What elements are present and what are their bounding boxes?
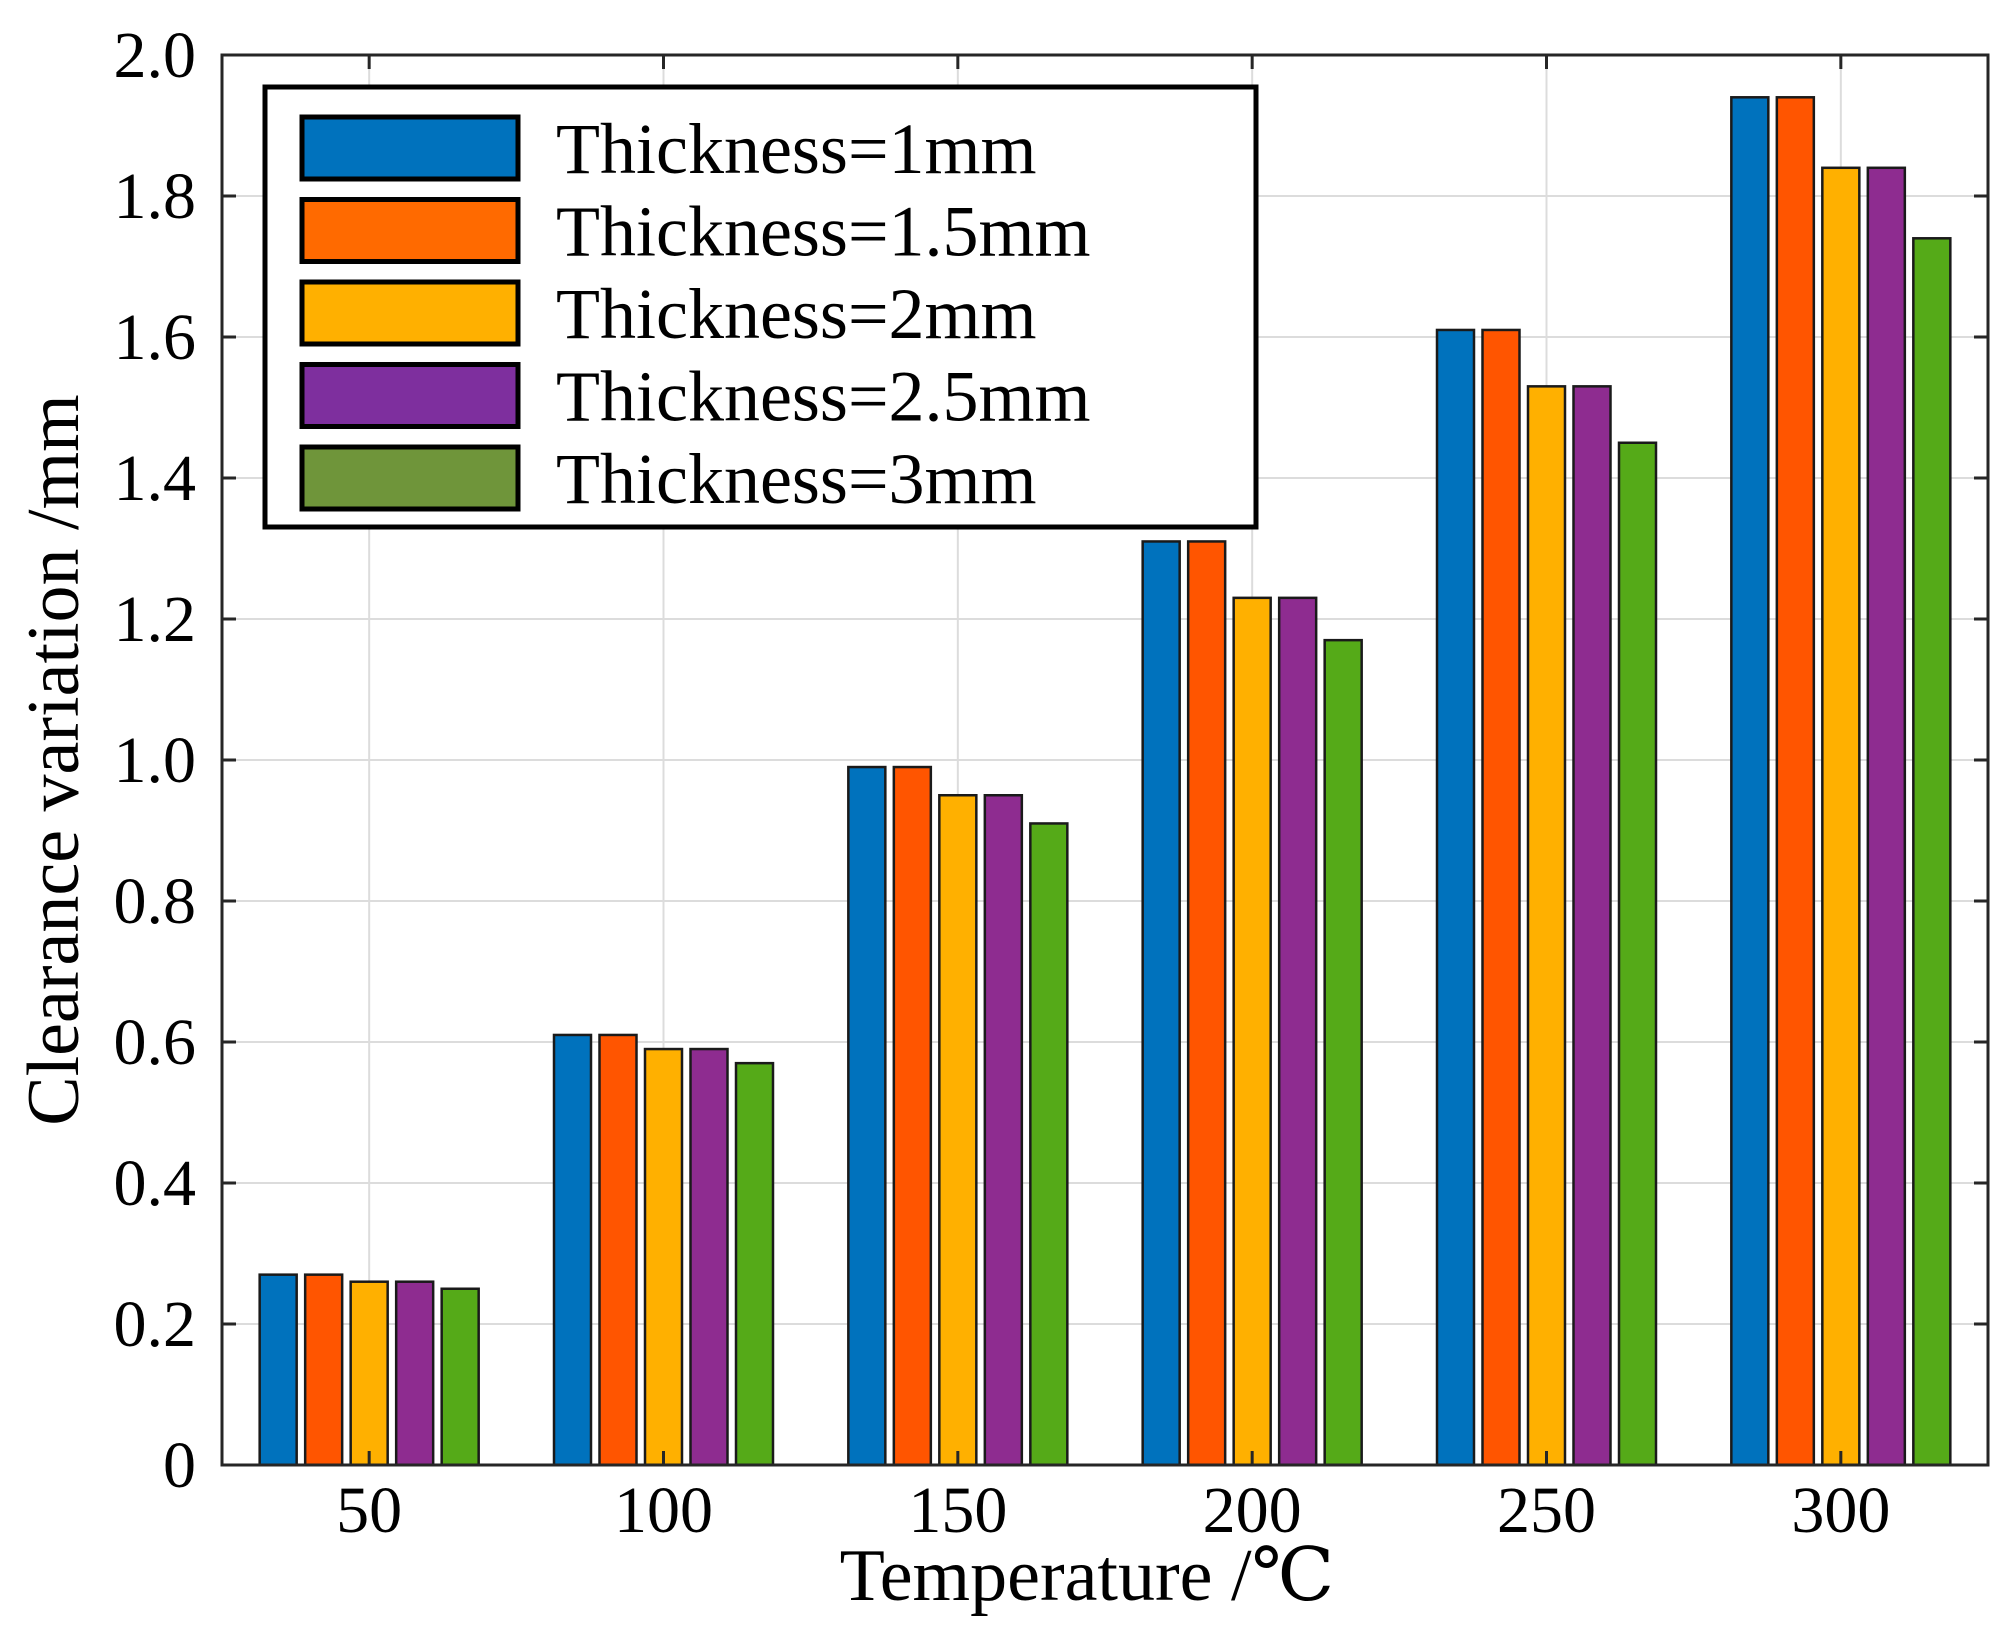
bar xyxy=(440,1287,480,1467)
legend-swatch xyxy=(299,197,521,264)
bar xyxy=(552,1033,593,1467)
y-tick-label: 0.4 xyxy=(114,1147,197,1220)
bar xyxy=(1617,441,1658,1467)
bar xyxy=(1029,822,1069,1467)
x-tick-label: 250 xyxy=(1497,1474,1596,1547)
y-tick-label: 1.6 xyxy=(114,301,197,374)
bar xyxy=(1572,385,1612,1467)
axis-ticks xyxy=(222,53,1988,1467)
y-tick-label: 2.0 xyxy=(114,19,197,92)
bar xyxy=(1481,328,1521,1467)
bar xyxy=(394,1280,435,1467)
bar xyxy=(938,794,978,1467)
x-tick-label: 50 xyxy=(336,1474,402,1547)
legend-label: Thickness=2.5mm xyxy=(556,357,1091,437)
bar xyxy=(1323,638,1363,1467)
legend-swatch xyxy=(299,362,521,429)
y-tick-label: 1.4 xyxy=(114,442,197,515)
bar xyxy=(643,1047,684,1467)
legend-swatch xyxy=(299,444,521,512)
bar xyxy=(847,765,887,1467)
bar xyxy=(983,794,1024,1467)
legend: Thickness=1mmThickness=1.5mmThickness=2m… xyxy=(262,84,1259,530)
bar xyxy=(1775,96,1816,1467)
legend-swatch xyxy=(299,279,521,347)
legend-label: Thickness=1mm xyxy=(556,109,1037,189)
x-tick-label: 100 xyxy=(614,1474,713,1547)
tick-labels: 0 0.2 0.4 0.6 0.8 1.0 1.2 1.4 1.6 1.8 2.0 50 100 150 2… xyxy=(114,19,1891,1547)
bar xyxy=(258,1273,298,1467)
legend-swatch xyxy=(299,114,521,182)
bar xyxy=(1435,328,1476,1467)
bar xyxy=(1866,166,1907,1467)
x-tick-label: 300 xyxy=(1791,1474,1890,1547)
bar xyxy=(689,1047,729,1467)
x-axis-title: Temperature /℃ xyxy=(840,1535,1335,1617)
bar xyxy=(1232,596,1272,1467)
bar xyxy=(303,1273,344,1467)
legend-label: Thickness=1.5mm xyxy=(556,192,1091,272)
x-tick-label: 200 xyxy=(1203,1474,1302,1547)
legend-items: Thickness=1mmThickness=1.5mmThickness=2m… xyxy=(299,109,1091,519)
y-tick-label: 0.6 xyxy=(114,1006,197,1079)
y-tick-label: 0.2 xyxy=(114,1288,197,1361)
bar xyxy=(349,1280,389,1467)
bar xyxy=(1141,540,1181,1467)
bar xyxy=(1277,596,1318,1467)
bar xyxy=(598,1033,638,1467)
y-tick-label: 0.8 xyxy=(114,865,197,938)
y-axis-title: Clearance variation /mm xyxy=(13,394,95,1125)
bar xyxy=(1186,540,1227,1467)
legend-label: Thickness=2mm xyxy=(556,274,1037,354)
x-tick-label: 150 xyxy=(908,1474,1007,1547)
bar xyxy=(1526,385,1567,1467)
y-tick-label: 1.8 xyxy=(114,160,197,233)
y-tick-label: 0 xyxy=(163,1429,196,1502)
bar xyxy=(892,765,933,1467)
bar xyxy=(1730,96,1770,1467)
y-tick-label: 1.2 xyxy=(114,583,197,656)
y-tick-label: 1.0 xyxy=(114,724,197,797)
bar xyxy=(1821,166,1861,1467)
bar xyxy=(734,1061,775,1467)
bar xyxy=(1912,237,1952,1467)
legend-label: Thickness=3mm xyxy=(556,439,1037,519)
bars xyxy=(258,96,1952,1467)
